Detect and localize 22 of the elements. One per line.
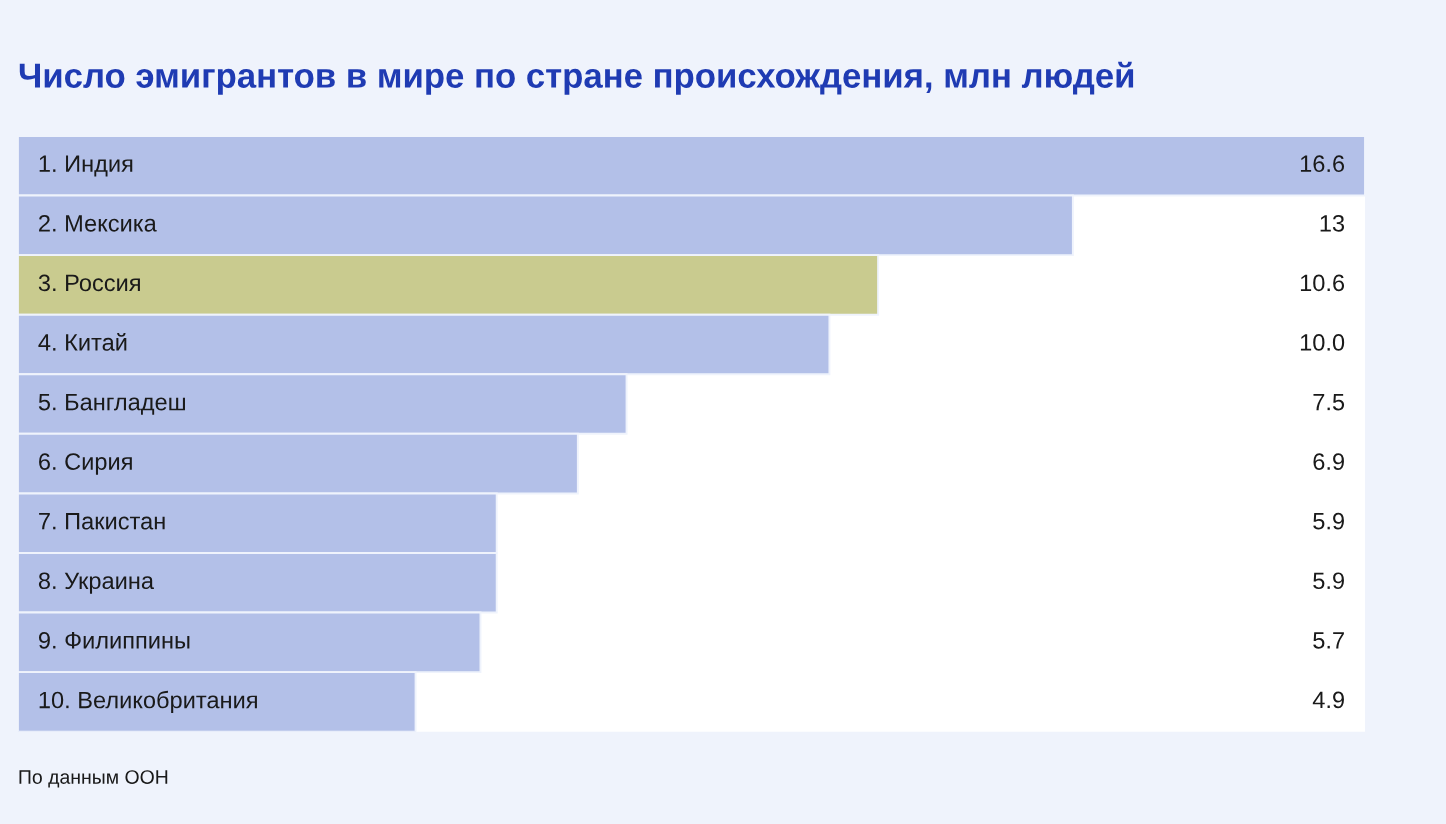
- data-label: 5.9: [1313, 512, 1344, 530]
- data-label: 5.9: [1313, 572, 1344, 590]
- y-tick-label: 4. Китай: [38, 333, 127, 351]
- data-label: 16.6: [1300, 155, 1345, 173]
- y-tick-label: 6. Сирия: [39, 453, 132, 475]
- y-tick-label: 7. Пакистан: [39, 513, 165, 530]
- y-tick-label: 10. Великобритания: [39, 690, 257, 714]
- data-label: 10.0: [1300, 334, 1345, 351]
- data-label: 5.7: [1313, 632, 1344, 649]
- y-tick-label: 9. Филиппины: [38, 631, 190, 649]
- data-label: 6.9: [1313, 453, 1344, 470]
- y-tick-label: 5. Бангладеш: [38, 393, 185, 415]
- data-label: 4.9: [1312, 691, 1344, 709]
- chart-title: Число эмигрантов в мире по стране происхождения, млн людей: [19, 61, 1134, 95]
- data-label: 7.5: [1313, 393, 1345, 411]
- y-tick-label: 1. Индия: [39, 155, 133, 177]
- y-tick-label: 3. Россия: [38, 274, 140, 292]
- text: По данным ООН: [19, 770, 168, 788]
- y-tick-label: 2. Мексика: [39, 214, 157, 232]
- data-label: 13: [1320, 214, 1345, 232]
- data-label: 10.6: [1300, 274, 1345, 292]
- y-tick-label: 8. Украина: [38, 572, 155, 594]
